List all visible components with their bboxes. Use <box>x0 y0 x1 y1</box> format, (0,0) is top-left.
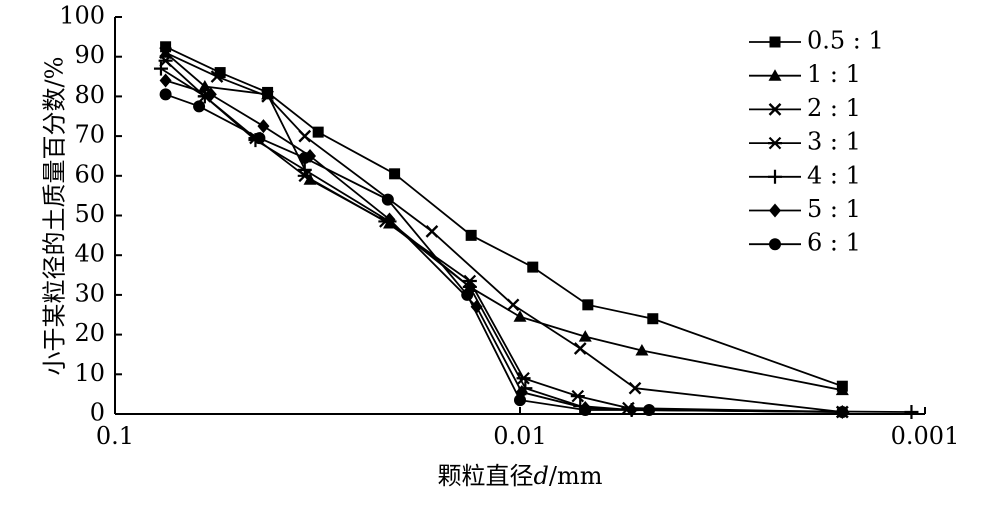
series-3 <box>159 46 849 419</box>
legend-label: 6 : 1 <box>807 229 861 257</box>
x-axis-label-unit: /mm <box>549 462 603 490</box>
series-line <box>165 45 843 388</box>
series-layer <box>153 41 919 420</box>
x-axis-label-text: 颗粒直径 <box>438 462 534 490</box>
legend-marker <box>769 203 781 218</box>
series-7 <box>159 88 849 419</box>
legend-item: 6 : 1 <box>749 229 861 257</box>
y-tick-label: 80 <box>74 81 105 109</box>
data-point <box>579 404 592 417</box>
y-tick-label: 40 <box>74 240 105 268</box>
legend-marker <box>768 169 782 184</box>
legend-item: 4 : 1 <box>749 161 861 189</box>
axes: 0 10 20 30 40 50 60 70 80 90 100 0.1 0.01 0.001 <box>59 2 959 451</box>
data-point <box>516 371 531 385</box>
legend-label: 5 : 1 <box>807 195 861 223</box>
y-tick-label: 100 <box>59 2 105 30</box>
data-point <box>298 151 311 164</box>
y-axis-label: 小于某粒径的土质量百分数/% <box>41 57 69 376</box>
x-axis-label-symbol: d <box>534 462 549 490</box>
series-line <box>165 79 843 413</box>
data-point <box>253 132 266 145</box>
data-point <box>198 79 212 92</box>
legend-item: 0.5 : 1 <box>749 27 884 55</box>
data-point <box>383 212 396 227</box>
y-axis-title: 小于某粒径的土质量百分数/% <box>41 57 69 376</box>
data-point <box>159 73 172 88</box>
data-point <box>647 313 659 325</box>
series-line <box>160 67 912 413</box>
data-point <box>193 100 206 113</box>
data-point <box>470 299 483 314</box>
legend-label: 0.5 : 1 <box>807 27 884 55</box>
data-point <box>835 383 849 396</box>
data-point <box>465 229 477 241</box>
y-tick-label: 70 <box>74 121 105 149</box>
data-point <box>425 225 439 238</box>
legend-marker <box>769 36 781 48</box>
legend-label: 3 : 1 <box>807 128 861 156</box>
legend-marker <box>768 136 782 150</box>
data-point <box>210 70 224 83</box>
series-line <box>165 52 843 392</box>
data-point <box>159 88 172 101</box>
data-point <box>514 394 526 407</box>
legend-marker <box>768 69 782 81</box>
x-tick-label: 0.1 <box>96 422 134 450</box>
data-point <box>261 87 275 100</box>
y-tick-label: 0 <box>90 399 105 427</box>
legend-marker <box>769 238 781 251</box>
legend-marker <box>768 103 782 116</box>
x-tick-label: 0.001 <box>891 422 960 450</box>
legend-item: 3 : 1 <box>749 128 861 156</box>
y-tick-label: 50 <box>74 200 105 228</box>
data-point <box>836 406 849 419</box>
y-tick-label: 30 <box>74 279 105 307</box>
data-point <box>389 168 401 180</box>
legend: 0.5 : 1 1 : 1 2 : 1 3 : 1 4 : 1 5 : 1 6 : 1 <box>749 27 884 257</box>
data-point <box>904 405 919 420</box>
x-tick-label: 0.01 <box>493 422 546 450</box>
data-point <box>257 119 270 134</box>
data-point <box>261 90 274 103</box>
y-tick-label: 20 <box>74 319 105 347</box>
series-line <box>165 93 843 413</box>
legend-item: 1 : 1 <box>749 60 861 88</box>
data-point <box>527 261 539 273</box>
legend-label: 2 : 1 <box>807 94 861 122</box>
data-point <box>573 342 587 355</box>
data-point <box>635 343 649 356</box>
series-4 <box>158 54 850 419</box>
data-point <box>204 87 217 102</box>
y-tick-label: 10 <box>74 359 105 387</box>
legend-item: 2 : 1 <box>749 94 861 122</box>
data-point <box>582 299 594 311</box>
data-point <box>506 298 520 312</box>
data-point <box>312 126 324 138</box>
data-point <box>298 129 312 143</box>
legend-label: 1 : 1 <box>807 60 861 88</box>
y-tick-label: 90 <box>74 41 105 69</box>
data-point <box>461 288 474 301</box>
y-tick-label: 60 <box>74 160 105 188</box>
data-point <box>578 330 592 342</box>
data-point <box>381 193 394 206</box>
data-point <box>570 389 585 403</box>
x-axis-label: 颗粒直径d/mm <box>438 462 603 490</box>
legend-label: 4 : 1 <box>807 161 861 189</box>
data-point <box>513 310 527 322</box>
series-5 <box>153 61 919 420</box>
data-point <box>643 404 656 417</box>
legend-item: 5 : 1 <box>749 195 861 223</box>
data-point <box>153 61 168 76</box>
data-point <box>297 162 312 177</box>
data-point <box>628 381 642 395</box>
